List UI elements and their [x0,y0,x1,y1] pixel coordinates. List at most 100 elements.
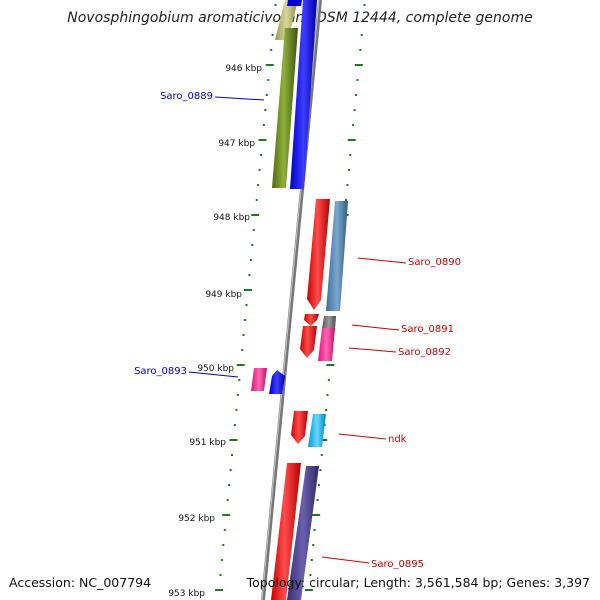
minor-tick [359,49,362,51]
minor-tick [345,199,347,201]
gene-bar-gray [322,316,336,329]
accession-text: Accession: NC_007794 [9,575,152,590]
major-tick [326,364,335,366]
position-label-946: 946 kbp [225,64,262,74]
major-tick [251,214,260,216]
minor-tick [363,4,366,6]
gene-saro-0895[interactable] [271,463,319,600]
minor-tick [226,499,229,501]
gene-label-saro-0891[interactable]: Saro_0891 [401,324,454,335]
minor-tick [347,169,350,171]
minor-tick [313,529,316,531]
minor-tick [244,319,247,321]
leader-ndk [338,433,387,440]
position-label-951: 951 kbp [189,438,226,448]
minor-tick [267,79,270,81]
minor-tick [352,124,355,126]
major-tick [229,439,238,441]
position-label-953: 953 kbp [168,589,205,599]
gene-label-saro-0892[interactable]: Saro_0892 [398,347,451,358]
major-tick [222,514,231,516]
gene-arrow-red-0895 [271,463,301,600]
minor-tick [229,469,232,471]
minor-tick [273,19,276,21]
gene-bar-deeppink [251,368,267,391]
gene-bar-pink [318,328,335,361]
gene-saro-0893[interactable] [251,368,285,394]
gene-bar-olive-lower [272,28,298,188]
leader-saro-0890 [357,257,407,264]
gene-labels: Saro_0889 Saro_0890 Saro_0891 Saro_0892 … [134,91,461,570]
minor-tick [219,574,222,576]
position-label-948: 948 kbp [213,213,250,223]
left-tick-track [215,4,277,591]
gene-bar-blue-cap [287,0,302,6]
major-tick [354,64,363,66]
gene-saro-0892[interactable] [300,326,335,361]
gene-label-saro-0893[interactable]: Saro_0893 [134,366,187,377]
minor-tick [249,259,252,261]
minor-tick [233,424,236,426]
minor-tick [319,469,322,471]
minor-tick [264,109,267,111]
minor-tick [235,409,238,411]
minor-tick [326,394,329,396]
gene-saro-0889[interactable] [272,0,317,189]
genome-backbone [261,0,322,600]
gene-bar-darkslate [287,466,319,600]
major-tick [244,289,252,291]
leader-saro-0891 [351,324,400,331]
gene-bar-cyan [308,414,326,447]
major-tick [312,514,321,516]
minor-tick [245,304,248,306]
gene-arrow-red-ndk [291,411,308,444]
minor-tick [228,484,231,486]
minor-tick [316,499,319,501]
minor-tick [362,19,365,21]
gene-label-saro-0890[interactable]: Saro_0890 [408,257,461,268]
minor-tick [360,34,363,36]
major-tick [265,64,274,66]
gene-arrow-blue [269,370,285,394]
minor-tick [242,334,245,336]
minor-tick [262,124,265,126]
position-label-950: 950 kbp [197,364,234,374]
map-title: Novosphingobium aromaticivorans DSM 1244… [67,10,533,26]
gene-label-saro-0895[interactable]: Saro_0895 [371,559,424,570]
minor-tick [271,34,274,36]
gene-saro-0891[interactable] [304,314,336,329]
gene-label-saro-0889[interactable]: Saro_0889 [160,91,213,102]
leader-saro-0892 [348,347,397,353]
leader-saro-0889 [214,96,265,101]
minor-tick [309,574,312,576]
gene-label-ndk[interactable]: ndk [388,434,407,445]
minor-tick [356,79,359,81]
minor-tick [346,184,349,186]
position-labels: 946 kbp 947 kbp 948 kbp 949 kbp 950 kbp … [168,64,262,599]
major-tick [236,364,245,366]
minor-tick [231,454,233,456]
gene-arrow-red-small [304,314,319,326]
minor-tick [236,394,239,396]
gene-arrow-red-mid [300,326,317,358]
minor-tick [353,109,356,111]
minor-tick [251,244,254,246]
gene-bar-steelblue [326,201,348,311]
position-label-952: 952 kbp [178,514,215,524]
minor-tick [355,94,357,96]
minor-tick [257,184,260,186]
genome-summary-text: Topology: circular; Length: 3,561,584 bp… [246,575,590,590]
gene-saro-0890[interactable] [307,199,348,311]
minor-tick [349,154,352,156]
leader-saro-0893 [188,371,239,378]
minor-tick [325,409,328,411]
minor-tick [320,454,323,456]
minor-tick [270,49,273,51]
major-tick [258,139,267,141]
minor-tick [312,544,315,546]
minor-tick [248,274,251,276]
gene-arrow-red [307,199,330,310]
gene-ndk[interactable] [291,411,326,447]
minor-tick [223,529,226,531]
